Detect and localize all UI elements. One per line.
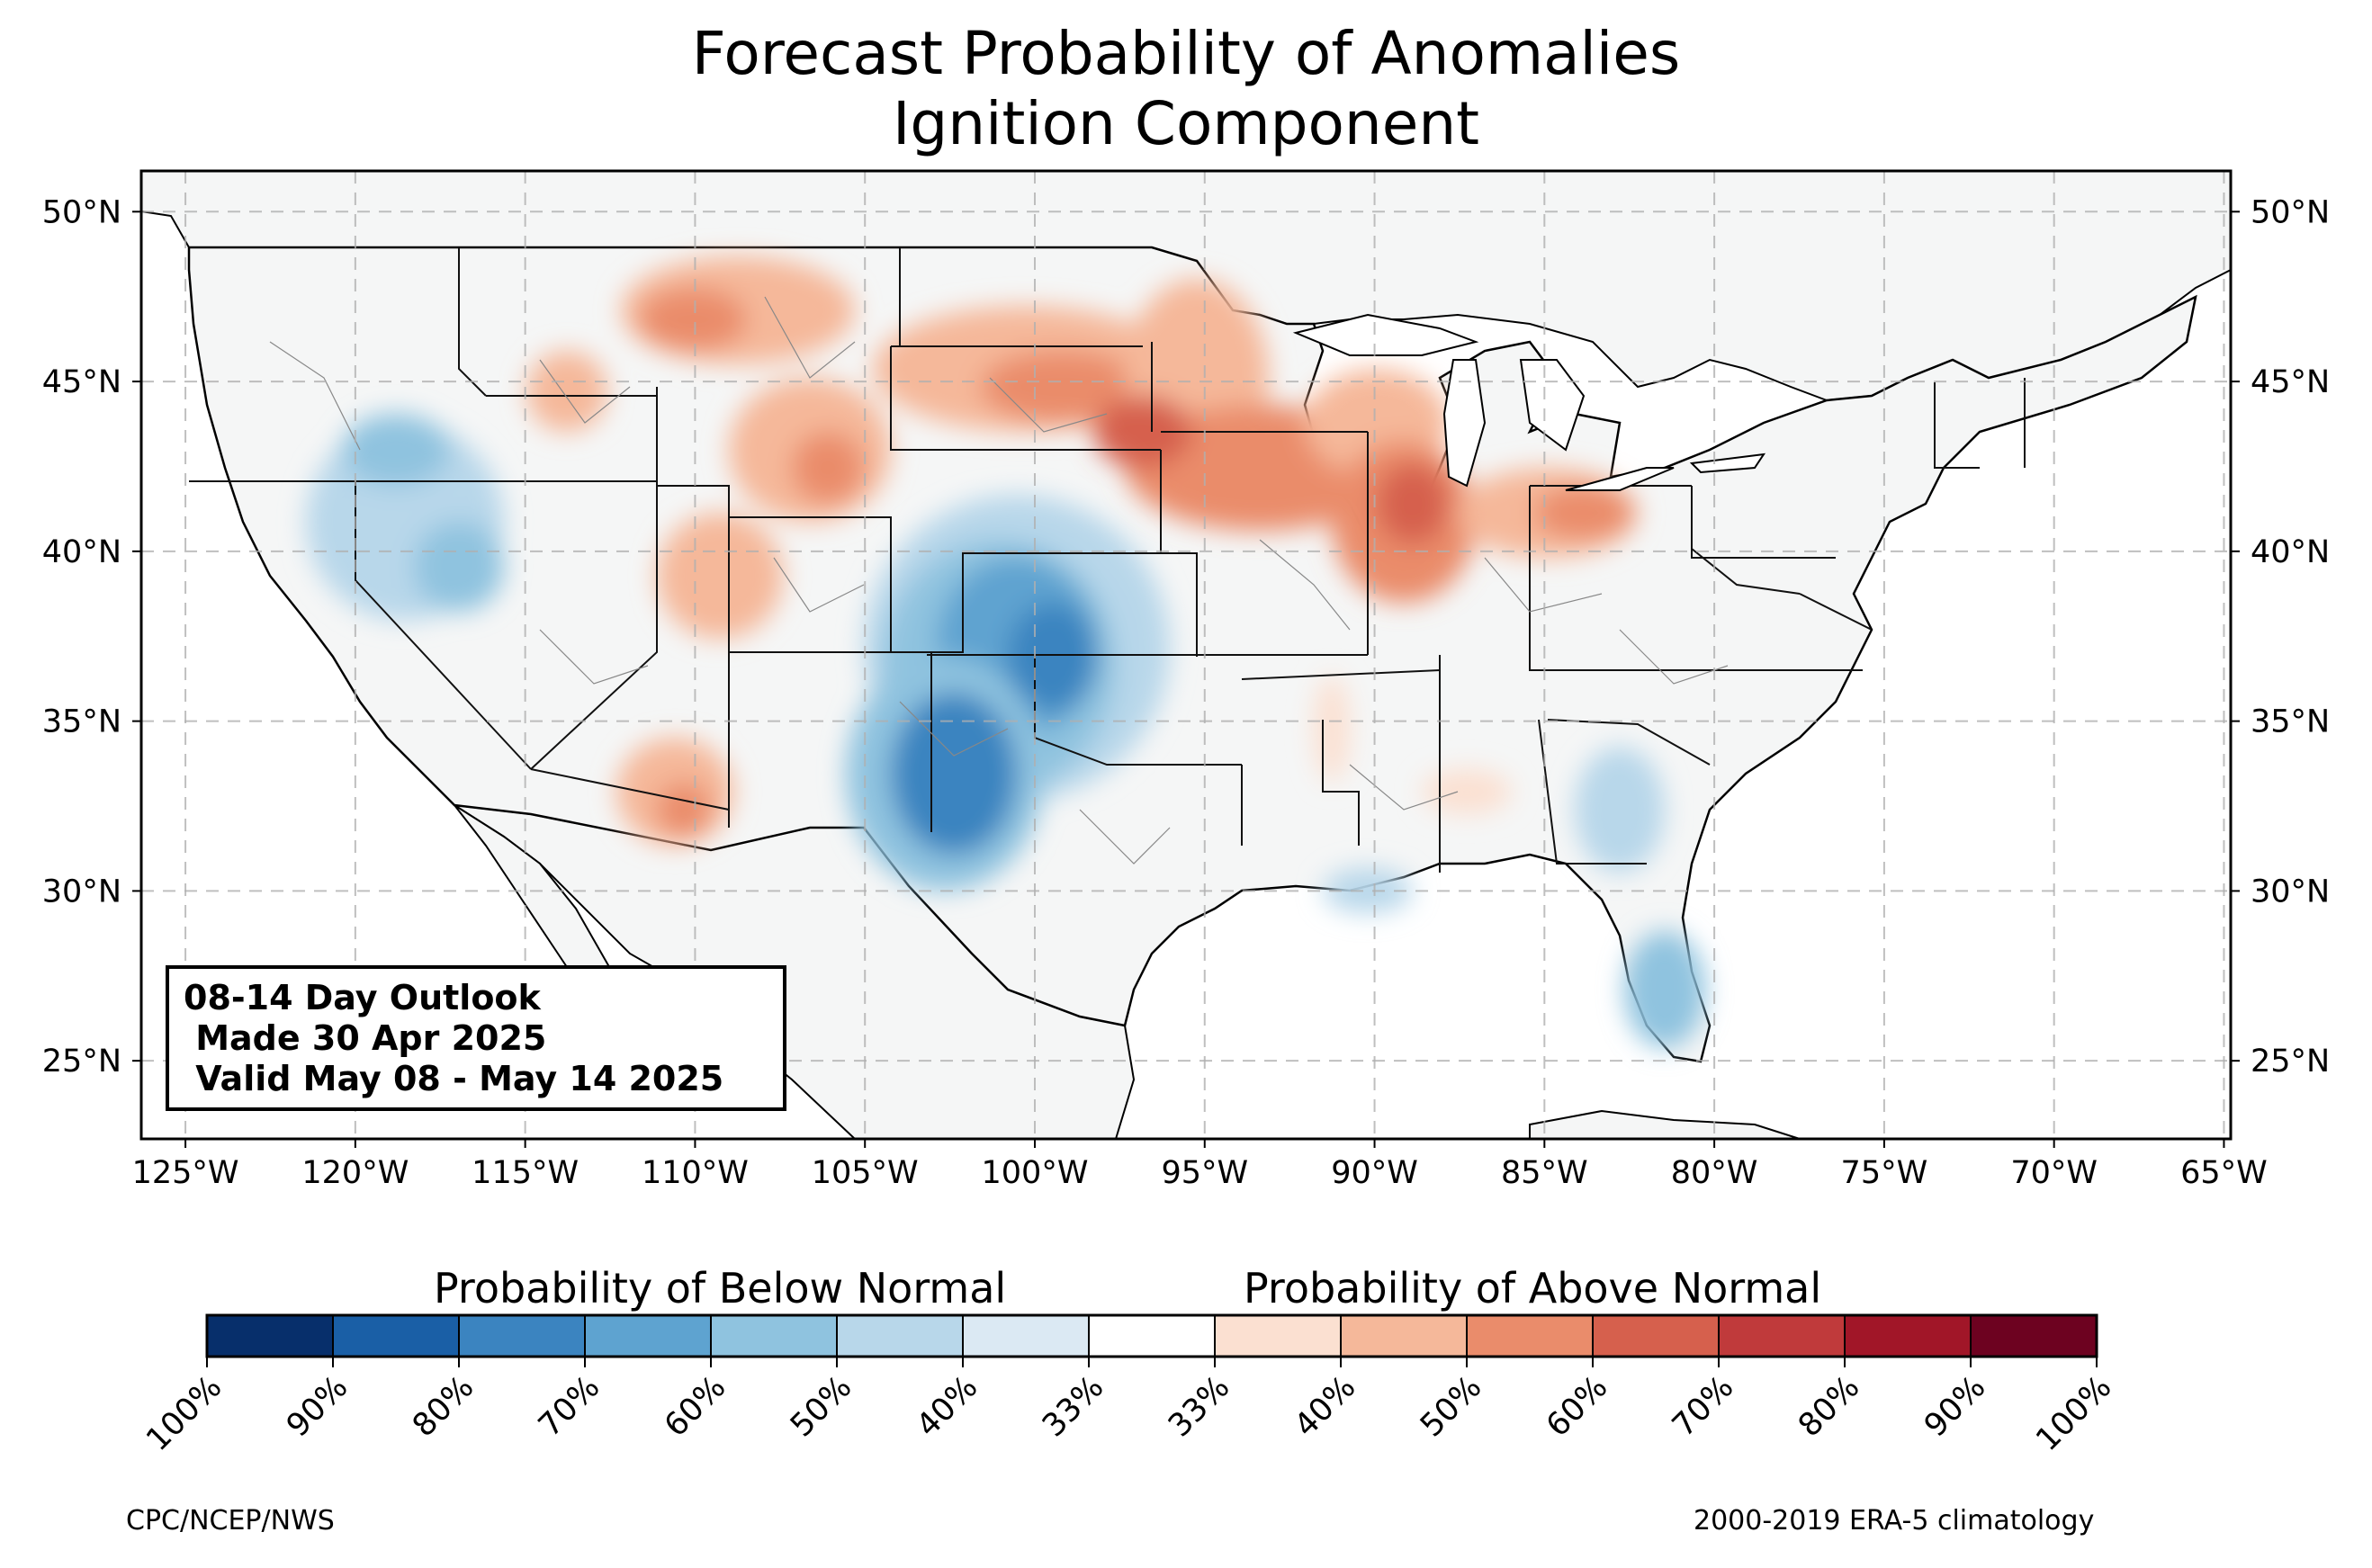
above-alabama xyxy=(1422,769,1512,814)
above-normal-shading xyxy=(526,256,1638,846)
colorbar-tick-label: 50% xyxy=(784,1369,858,1444)
colorbar-swatch xyxy=(207,1315,334,1357)
lat-tick-label-right: 45°N xyxy=(2251,364,2330,400)
lat-tick-label-left: 45°N xyxy=(42,364,121,400)
above-montana xyxy=(639,288,747,351)
lon-tick-label: 125°W xyxy=(132,1155,239,1191)
lon-tick-label: 120°W xyxy=(301,1155,409,1191)
above-colorado xyxy=(657,513,783,639)
colorbar-tick-label: 100% xyxy=(2029,1369,2118,1458)
lon-tick-label: 90°W xyxy=(1331,1155,1418,1191)
colorbar-swatch xyxy=(1215,1315,1342,1357)
footer-climatology: 2000-2019 ERA-5 climatology xyxy=(1694,1505,2095,1537)
colorbar-swatch xyxy=(333,1315,460,1357)
lake-ontario xyxy=(1689,452,1766,474)
colorbar-tick-label: 80% xyxy=(406,1369,481,1444)
above-illinois-core xyxy=(1377,463,1449,544)
below-nevada-core xyxy=(414,522,504,612)
colorbar-below-label: Probability of Below Normal xyxy=(434,1264,1007,1313)
lon-tick-label: 115°W xyxy=(472,1155,579,1191)
outlook-made-date: Made 30 Apr 2025 xyxy=(184,1018,547,1058)
colorbar-swatch xyxy=(963,1315,1090,1357)
lon-tick-label: 80°W xyxy=(1671,1155,1758,1191)
above-dakotas-core xyxy=(981,351,1143,423)
lat-tick-label-right: 40°N xyxy=(2251,534,2330,570)
lon-tick-label: 70°W xyxy=(2010,1155,2098,1191)
colorbar-swatch xyxy=(585,1315,712,1357)
below-texas-core xyxy=(891,693,1017,855)
colorbar-tick-label: 50% xyxy=(1414,1369,1488,1444)
colorbar-tick-label: 60% xyxy=(658,1369,732,1444)
lat-tick-label-left: 50°N xyxy=(42,194,121,230)
lat-tick-label-right: 35°N xyxy=(2251,704,2330,740)
colorbar-tick-label: 70% xyxy=(1666,1369,1740,1444)
above-idaho xyxy=(526,351,607,432)
colorbar-swatch xyxy=(711,1315,838,1357)
lat-tick-label-left: 40°N xyxy=(42,534,121,570)
outlook-info-box: 08-14 Day Outlook Made 30 Apr 2025 Valid… xyxy=(166,965,786,1111)
colorbar-swatch xyxy=(459,1315,586,1357)
footer-credit: CPC/NCEP/NWS xyxy=(126,1505,335,1537)
below-georgia xyxy=(1575,747,1665,873)
colorbar-tick-label: 70% xyxy=(532,1369,606,1444)
lon-tick-label: 85°W xyxy=(1501,1155,1588,1191)
map-frame xyxy=(139,169,2233,1141)
colorbar-swatch xyxy=(1341,1315,1468,1357)
above-wyoming-core xyxy=(792,432,864,504)
lake-erie xyxy=(1565,467,1675,491)
outlook-period: 08-14 Day Outlook xyxy=(184,978,541,1017)
lon-tick-label: 95°W xyxy=(1161,1155,1248,1191)
above-lower-mississippi xyxy=(1314,675,1350,783)
colorbar-tick-label: 40% xyxy=(1288,1369,1362,1444)
map-title-line1: Forecast Probability of Anomalies xyxy=(691,19,1681,88)
colorbar-swatch xyxy=(1467,1315,1594,1357)
lat-tick-label-right: 25°N xyxy=(2251,1044,2330,1080)
great-lakes xyxy=(1292,313,1766,491)
below-gulf-coast xyxy=(1323,868,1413,913)
colorbar-tick-label: 90% xyxy=(1918,1369,1992,1444)
colorbar: 100% 90% 80% 70% 60% 50% 40% 33% 33% 40% 50% 60% 70%… xyxy=(139,1313,2118,1458)
lon-tick-label: 105°W xyxy=(812,1155,919,1191)
map-title-line2: Ignition Component xyxy=(892,89,1480,158)
colorbar-swatch xyxy=(837,1315,964,1357)
colorbar-tick-label: 80% xyxy=(1792,1369,1866,1444)
lon-tick-label: 110°W xyxy=(642,1155,749,1191)
colorbar-above-label: Probability of Above Normal xyxy=(1244,1264,1822,1313)
above-arizona-core xyxy=(657,783,711,837)
state-boundaries xyxy=(189,247,2026,873)
below-plains-center xyxy=(1008,603,1098,711)
below-florida xyxy=(1624,931,1705,1048)
colorbar-swatch xyxy=(1971,1315,2098,1357)
colorbar-swatch xyxy=(1845,1315,1972,1357)
lat-tick-label-right: 50°N xyxy=(2251,194,2330,230)
colorbar-swatch xyxy=(1593,1315,1720,1357)
lat-tick-label-left: 25°N xyxy=(42,1044,121,1080)
below-oregon xyxy=(342,414,450,486)
axis-ticks: 125°W 120°W 115°W 110°W 105°W 100°W 95°W 90°W 85… xyxy=(42,194,2330,1191)
colorbar-tick-label: 33% xyxy=(1162,1369,1236,1444)
lat-tick-label-left: 30°N xyxy=(42,874,121,909)
colorbar-swatch xyxy=(1719,1315,1846,1357)
cuba-land xyxy=(1529,1109,1801,1139)
lat-tick-label-left: 35°N xyxy=(42,704,121,740)
lon-tick-label: 65°W xyxy=(2180,1155,2268,1191)
colorbar-swatch xyxy=(1089,1315,1216,1357)
above-ohio-core xyxy=(1534,486,1633,540)
gridlines xyxy=(141,171,2231,1139)
lake-superior xyxy=(1292,313,1479,356)
colorbar-tick-label: 40% xyxy=(910,1369,984,1444)
lake-michigan xyxy=(1442,359,1487,488)
outlook-valid-range: Valid May 08 - May 14 2025 xyxy=(184,1059,724,1098)
lon-tick-label: 100°W xyxy=(982,1155,1089,1191)
colorbar-tick-label: 33% xyxy=(1036,1369,1110,1444)
colorbar-tick-label: 100% xyxy=(139,1369,229,1458)
lat-tick-label-right: 30°N xyxy=(2251,874,2330,909)
lon-tick-label: 75°W xyxy=(1841,1155,1928,1191)
colorbar-tick-label: 60% xyxy=(1540,1369,1614,1444)
colorbar-tick-label: 90% xyxy=(280,1369,355,1444)
